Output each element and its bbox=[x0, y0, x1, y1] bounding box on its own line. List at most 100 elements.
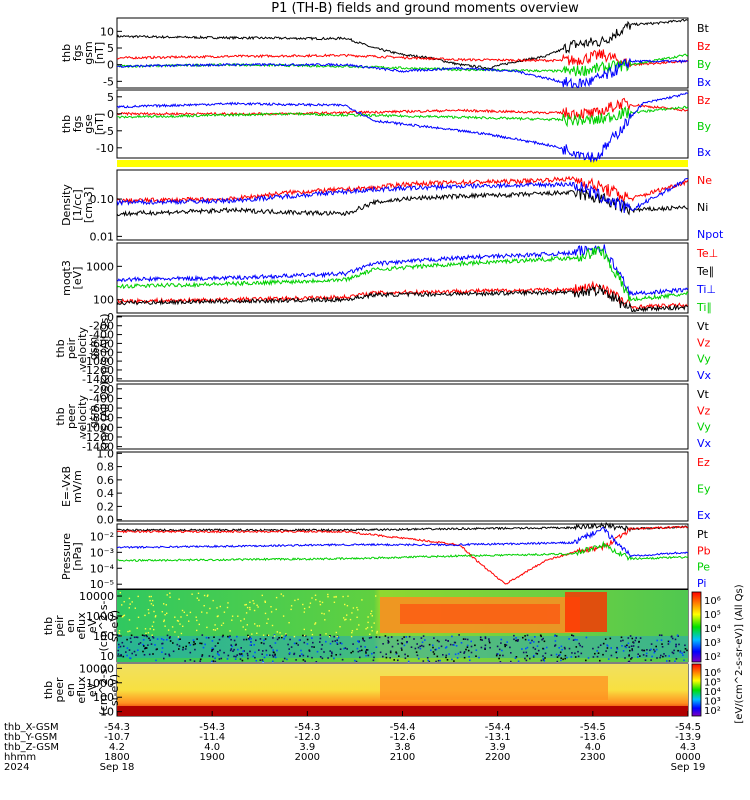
xaxis-value-0-3: -54.4 bbox=[390, 722, 416, 733]
ytick-label-peer_spectrogram-1: 1000 bbox=[86, 677, 114, 690]
ytick-label-peir_velocity-4: -800 bbox=[89, 346, 114, 359]
series-density-0 bbox=[117, 175, 688, 205]
legend-density-0: Ne bbox=[697, 174, 712, 187]
series-fgs_gse-2 bbox=[117, 92, 688, 164]
ylabel-fgs_gse-2: gse bbox=[82, 114, 95, 134]
ylabel-efield-1: mV/m bbox=[71, 470, 84, 503]
xaxis-value-2-3: 3.8 bbox=[395, 742, 411, 753]
panel-frame-peir_velocity bbox=[116, 315, 689, 382]
series-fgs_gsm-3 bbox=[117, 57, 688, 89]
xaxis-row-label-3: hhmm bbox=[4, 752, 36, 763]
plot-title: P1 (TH-B) fields and ground moments over… bbox=[271, 1, 579, 16]
ytick-label-peer_velocity-3: -800 bbox=[89, 412, 114, 425]
ytick-label-peir_velocity-5: -1000 bbox=[82, 355, 114, 368]
xaxis-value-3-2: 2000 bbox=[295, 752, 320, 763]
ytick-label-fgs_gse-2: -5 bbox=[103, 125, 114, 138]
legend-peir_velocity-1: Vz bbox=[697, 336, 711, 349]
ytick-label-fgs_gse-1: 0 bbox=[107, 108, 114, 121]
ylabel-peir_spectrogram-0: thb bbox=[42, 617, 55, 635]
xaxis-value-1-1: -11.4 bbox=[199, 732, 225, 743]
xaxis-value-2-2: 3.9 bbox=[299, 742, 315, 753]
xaxis-value-1-0: -10.7 bbox=[104, 732, 130, 743]
ytick-label-efield-5: 0.0 bbox=[97, 514, 115, 527]
legend-pressure-2: Pe bbox=[697, 561, 710, 574]
ylabel-fgs_gsm-2: gsm bbox=[82, 41, 95, 64]
ylabel-peer_velocity-3: gsm bbox=[87, 405, 100, 428]
legend-temperature-0: Te⊥ bbox=[696, 247, 718, 260]
ytick-label-pressure-3: 10⁻⁵ bbox=[90, 578, 114, 591]
legend-peir_velocity-0: Vt bbox=[697, 320, 710, 333]
ytick-label-peir_spectrogram-3: 10 bbox=[100, 650, 114, 663]
panel-frame-temperature bbox=[116, 242, 689, 314]
ylabel-peer_velocity-0: thb bbox=[54, 407, 67, 425]
ylabel-peir_velocity-1: peir bbox=[65, 337, 78, 359]
legend-peer_velocity-2: Vy bbox=[697, 421, 711, 434]
xaxis-value-3-3: 2100 bbox=[390, 752, 415, 763]
ylabel-peer_spectrogram-6: sr-eV) bbox=[108, 674, 121, 706]
legend-fgs_gse-2: Bx bbox=[697, 146, 712, 159]
legend-fgs_gsm-2: By bbox=[697, 58, 712, 71]
legend-temperature-2: Ti⊥ bbox=[696, 283, 716, 296]
ytick-label-peer_spectrogram-0: 10000 bbox=[79, 662, 114, 675]
xaxis-value-1-4: -13.1 bbox=[485, 732, 511, 743]
ytick-label-fgs_gsm-2: 0 bbox=[107, 59, 114, 72]
xaxis-value-2-5: 4.0 bbox=[585, 742, 601, 753]
series-pressure-3 bbox=[117, 526, 688, 558]
colorbar-tick-0-0: 10⁶ bbox=[704, 596, 721, 607]
legend-fgs_gse-1: By bbox=[697, 120, 712, 133]
ylabel-temperature-1: [eV] bbox=[71, 267, 84, 290]
ylabel-temperature-0: moqt3 bbox=[60, 260, 73, 296]
ylabel-peir_velocity-2: velocity bbox=[76, 327, 89, 370]
x-axis-table: thb_X-GSM -54.3 -54.3 -54.3 -54.4 -54.4 -54.5-… bbox=[4, 711, 705, 773]
series-pressure-1 bbox=[117, 525, 688, 585]
legend-peer_velocity-1: Vz bbox=[697, 404, 711, 417]
xaxis-value-1-6: -13.9 bbox=[675, 732, 701, 743]
ylabel-density-1: [1/cc] bbox=[71, 189, 84, 220]
xaxis-value-0-5: -54.5 bbox=[580, 722, 606, 733]
colorbar-tick-0-2: 10⁴ bbox=[704, 624, 721, 635]
colorbar-tick-0-3: 10³ bbox=[704, 638, 721, 649]
xaxis-value-3-0: 1800 bbox=[104, 752, 129, 763]
ytick-label-fgs_gsm-3: -5 bbox=[103, 75, 114, 88]
xaxis-value-0-1: -54.3 bbox=[199, 722, 225, 733]
colorbar-tick-1-3: 10³ bbox=[704, 697, 721, 708]
ytick-label-peer_velocity-0: -200 bbox=[89, 383, 114, 396]
ylabel-pressure-1: [nPa] bbox=[71, 542, 84, 570]
ytick-label-efield-3: 0.4 bbox=[97, 487, 115, 500]
legend-peer_velocity-0: Vt bbox=[697, 388, 710, 401]
ytick-label-peir_velocity-3: -600 bbox=[89, 337, 114, 350]
legend-efield-0: Ez bbox=[697, 456, 710, 469]
peir-spectrogram bbox=[117, 590, 688, 663]
ytick-label-peer_velocity-5: -1200 bbox=[82, 431, 114, 444]
axes-layer: 1050-5thbfgsgsm[nT]BtBzByBx50-5-10thbfgs… bbox=[42, 22, 724, 719]
ytick-label-pressure-1: 10⁻³ bbox=[90, 546, 114, 559]
xaxis-value-0-4: -54.4 bbox=[485, 722, 511, 733]
series-density-2 bbox=[117, 177, 688, 214]
ylabel-peir_velocity-3: gsm bbox=[87, 337, 100, 360]
legend-density-2: Npot bbox=[697, 228, 724, 241]
xaxis-row-label-1: thb_Y-GSM bbox=[4, 732, 57, 743]
series-layer bbox=[117, 18, 688, 585]
ylabel-peer_spectrogram-4: eV bbox=[86, 682, 99, 697]
legend-peir_velocity-3: Vx bbox=[697, 369, 712, 382]
ytick-label-peer_velocity-1: -400 bbox=[89, 392, 114, 405]
panel-frame-fgs_gsm bbox=[116, 17, 689, 89]
year-label: 2024 bbox=[4, 762, 29, 773]
ytick-label-peir_velocity-0: 0 bbox=[107, 311, 114, 324]
xaxis-value-2-0: 4.2 bbox=[109, 742, 125, 753]
series-temperature-3 bbox=[117, 246, 688, 302]
ytick-label-peir_spectrogram-2: 100 bbox=[93, 630, 114, 643]
ytick-label-fgs_gsm-0: 10 bbox=[100, 25, 114, 38]
ylabel-fgs_gse-1: fgs bbox=[71, 115, 84, 132]
series-temperature-1 bbox=[117, 283, 688, 313]
ylabel-peir_spectrogram-5: (cm^2-s- bbox=[97, 601, 110, 652]
ytick-label-peir_velocity-6: -1200 bbox=[82, 364, 114, 377]
series-pressure-0 bbox=[117, 521, 688, 533]
legend-efield-2: Ex bbox=[697, 509, 711, 522]
ytick-label-efield-4: 0.2 bbox=[97, 500, 115, 513]
legend-peir_velocity-2: Vy bbox=[697, 353, 711, 366]
colorbar-tick-1-0: 10⁶ bbox=[704, 668, 721, 679]
peer-spectrogram bbox=[117, 664, 688, 716]
ytick-label-peer_spectrogram-3: 10 bbox=[100, 706, 114, 719]
legend-efield-1: Ey bbox=[697, 483, 711, 496]
